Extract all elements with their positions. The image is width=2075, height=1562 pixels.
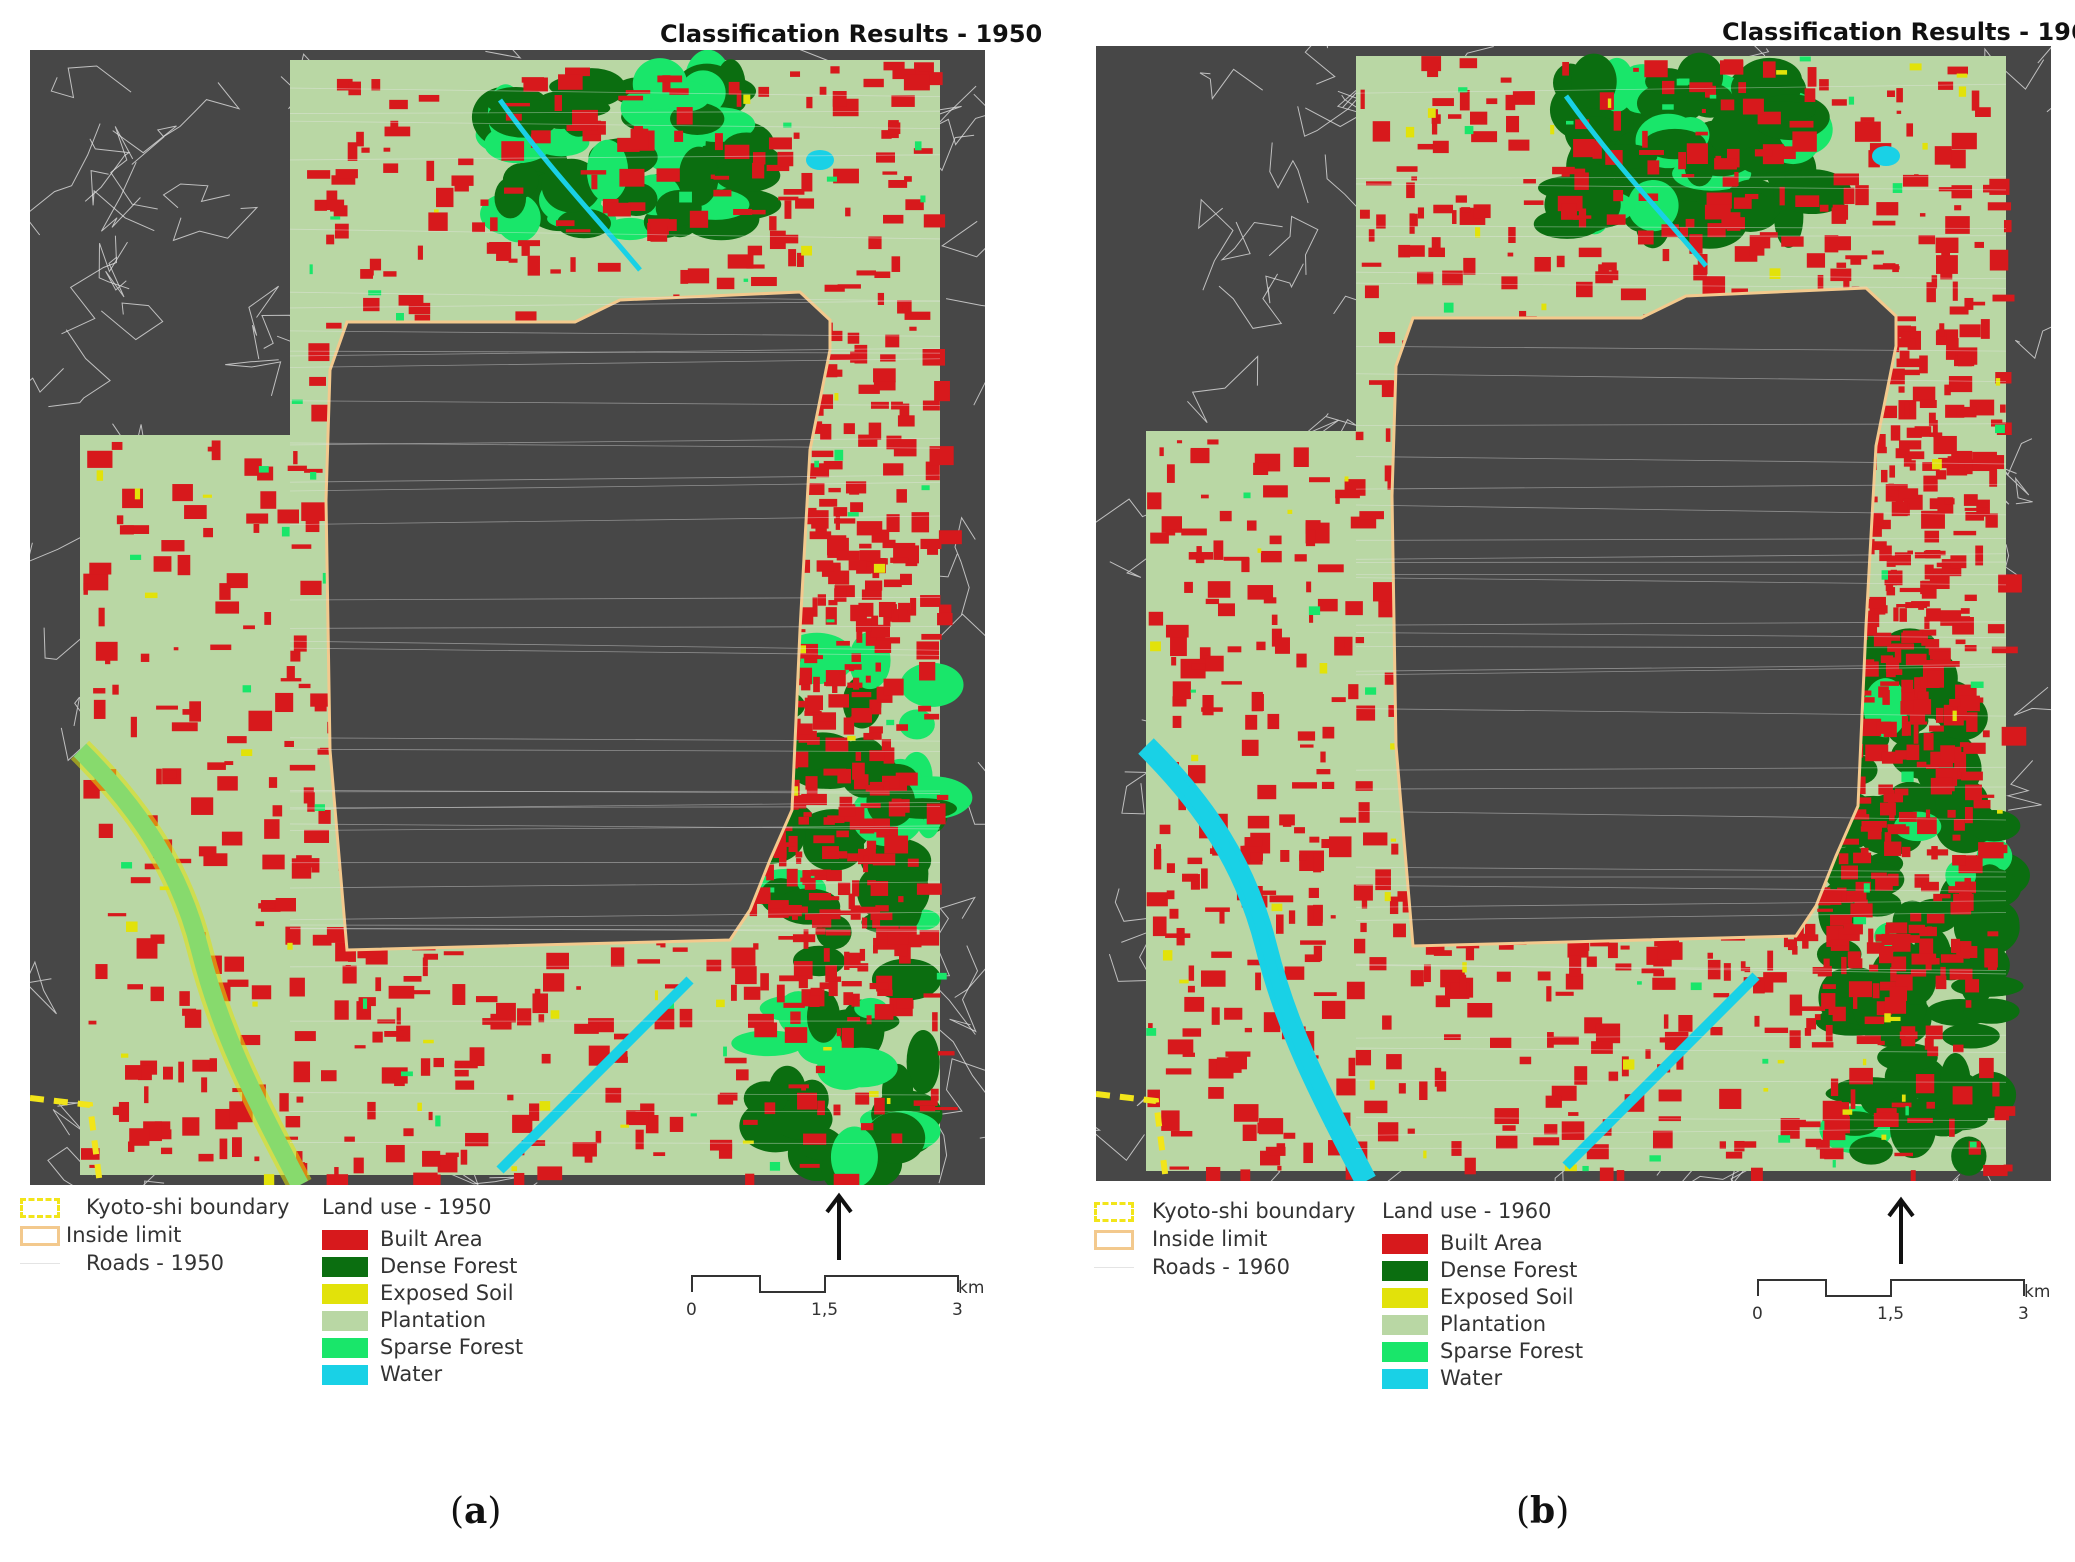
panel-caption: (a) [450, 1490, 502, 1532]
inside-limit-symbol [20, 1226, 60, 1246]
legend-label: Inside limit [1152, 1227, 1268, 1251]
sparse-forest-swatch [322, 1338, 368, 1358]
boundary-symbol [20, 1198, 60, 1218]
map-title: Classification Results - 1950 [660, 20, 1043, 48]
scale-label: 0 [1752, 1304, 1763, 1324]
land-use-legend-heading: Land use - 1950 [322, 1195, 492, 1219]
plantation-swatch [1382, 1315, 1428, 1335]
map-panel-a: Classification Results - 1950 Kyoto-shi … [20, 0, 1043, 1560]
scale-unit: km [958, 1278, 985, 1298]
scale-unit: km [2024, 1282, 2051, 1302]
legend-label: Plantation [1440, 1312, 1547, 1336]
land-use-map-graphic [30, 50, 985, 1185]
land-use-legend: Land use - 1960 Built Area Dense Forest … [1382, 1199, 1622, 1390]
caption-letter: b [1530, 1490, 1556, 1532]
map-legend-symbols: Kyoto-shi boundary Inside limit Roads - … [1094, 1199, 1394, 1289]
roads-symbol [20, 1263, 60, 1264]
legend-label: Exposed Soil [380, 1281, 514, 1305]
legend-label: Kyoto-shi boundary [86, 1195, 290, 1219]
inside-limit-symbol [1094, 1230, 1134, 1250]
legend-label: Roads - 1950 [86, 1251, 225, 1275]
water-swatch [1382, 1369, 1428, 1389]
land-use-map-graphic [1096, 46, 2051, 1181]
legend-label: Inside limit [66, 1223, 182, 1247]
roads-symbol [1094, 1267, 1134, 1268]
water-swatch [322, 1365, 368, 1385]
legend-label: Dense Forest [1440, 1258, 1578, 1282]
land-use-map [30, 50, 985, 1185]
legend-label: Dense Forest [380, 1254, 518, 1278]
scale-bar: 0 1,5 3 km [1752, 1274, 2056, 1324]
map-panel-b: Classification Results - 1960 Kyoto-shi … [1080, 0, 2075, 1560]
sparse-forest-swatch [1382, 1342, 1428, 1362]
land-use-map [1096, 46, 2051, 1181]
legend-label: Water [1440, 1366, 1503, 1390]
exposed-soil-swatch [1382, 1288, 1428, 1308]
plantation-swatch [322, 1311, 368, 1331]
land-use-legend: Land use - 1950 Built Area Dense Forest … [322, 1195, 562, 1386]
north-arrow-icon [1886, 1196, 1916, 1271]
legend-label: Built Area [1440, 1231, 1543, 1255]
scale-label: 1,5 [811, 1300, 839, 1320]
scale-label: 3 [952, 1300, 963, 1320]
north-arrow-icon [824, 1192, 854, 1267]
land-use-legend-heading: Land use - 1960 [1382, 1199, 1552, 1223]
boundary-symbol [1094, 1202, 1134, 1222]
dense-forest-swatch [1382, 1261, 1428, 1281]
scale-label: 3 [2018, 1304, 2029, 1324]
scale-label: 0 [686, 1300, 697, 1320]
legend-label: Plantation [380, 1308, 487, 1332]
dense-forest-swatch [322, 1257, 368, 1277]
built-area-swatch [1382, 1234, 1428, 1254]
scale-label: 1,5 [1877, 1304, 1905, 1324]
caption-letter: a [464, 1490, 488, 1532]
legend-label: Exposed Soil [1440, 1285, 1574, 1309]
legend-label: Sparse Forest [380, 1335, 524, 1359]
built-area-swatch [322, 1230, 368, 1250]
legend-label: Water [380, 1362, 443, 1386]
legend-label: Built Area [380, 1227, 483, 1251]
legend-label: Kyoto-shi boundary [1152, 1199, 1356, 1223]
panel-caption: (b) [1516, 1490, 1570, 1532]
legend-label: Sparse Forest [1440, 1339, 1584, 1363]
map-title: Classification Results - 1960 [1722, 18, 2075, 46]
legend-label: Roads - 1960 [1152, 1255, 1291, 1279]
exposed-soil-swatch [322, 1284, 368, 1304]
map-legend-symbols: Kyoto-shi boundary Inside limit Roads - … [20, 1195, 320, 1285]
scale-bar: 0 1,5 3 km [686, 1270, 990, 1320]
